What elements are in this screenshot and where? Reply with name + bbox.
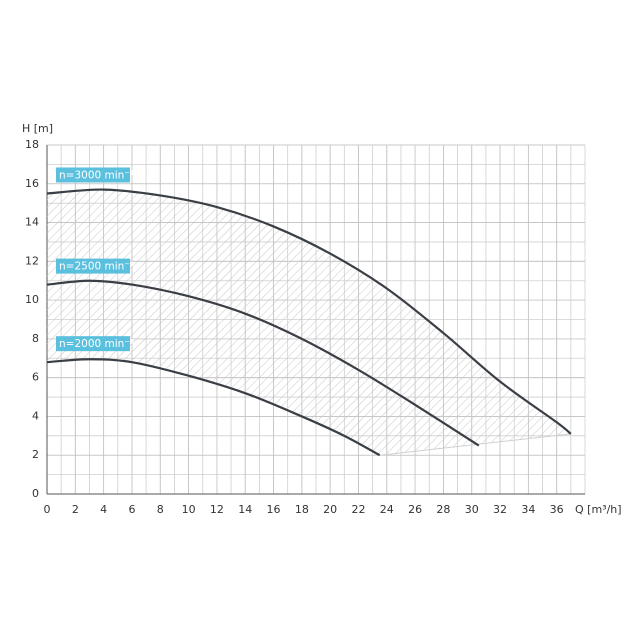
curve-label-bg — [56, 336, 130, 352]
curve-label: n=2000 min⁻¹ — [59, 338, 134, 350]
y-tick-label: 16 — [25, 177, 39, 190]
x-tick-label: 32 — [493, 503, 507, 516]
x-tick-label: 26 — [408, 503, 422, 516]
curve-label: n=3000 min⁻¹ — [59, 169, 134, 181]
x-tick-label: 30 — [465, 503, 479, 516]
x-tick-label: 14 — [238, 503, 252, 516]
hatched-area — [47, 189, 571, 456]
curve — [46, 279, 480, 447]
curve-label-bg — [56, 258, 130, 274]
y-tick-label: 8 — [32, 332, 39, 345]
x-tick-label: 10 — [182, 503, 196, 516]
x-tick-label: 24 — [380, 503, 394, 516]
y-tick-label: 14 — [25, 216, 39, 229]
x-tick-label: 8 — [157, 503, 164, 516]
curve-label: n=2500 min⁻¹ — [59, 261, 134, 273]
y-tick-label: 2 — [32, 448, 39, 461]
y-tick-label: 10 — [25, 293, 39, 306]
x-tick-label: 22 — [351, 503, 365, 516]
x-tick-label: 20 — [323, 503, 337, 516]
x-tick-label: 36 — [550, 503, 564, 516]
curve-label-bg — [56, 167, 130, 183]
y-tick-label: 6 — [32, 371, 39, 384]
x-tick-label: 2 — [72, 503, 79, 516]
curve — [46, 188, 572, 435]
x-tick-label: 16 — [267, 503, 281, 516]
y-tick-label: 18 — [25, 138, 39, 151]
x-tick-label: 0 — [44, 503, 51, 516]
x-tick-label: 12 — [210, 503, 224, 516]
x-tick-label: 6 — [128, 503, 135, 516]
x-tick-label: 34 — [521, 503, 535, 516]
curve — [46, 358, 381, 457]
y-tick-label: 12 — [25, 254, 39, 267]
y-tick-label: 0 — [32, 487, 39, 500]
y-axis-label: H [m] — [22, 122, 53, 135]
x-tick-label: 28 — [436, 503, 450, 516]
x-axis-label: Q [m³/h] — [575, 503, 622, 516]
y-tick-label: 4 — [32, 409, 39, 422]
x-tick-label: 18 — [295, 503, 309, 516]
x-tick-label: 4 — [100, 503, 107, 516]
